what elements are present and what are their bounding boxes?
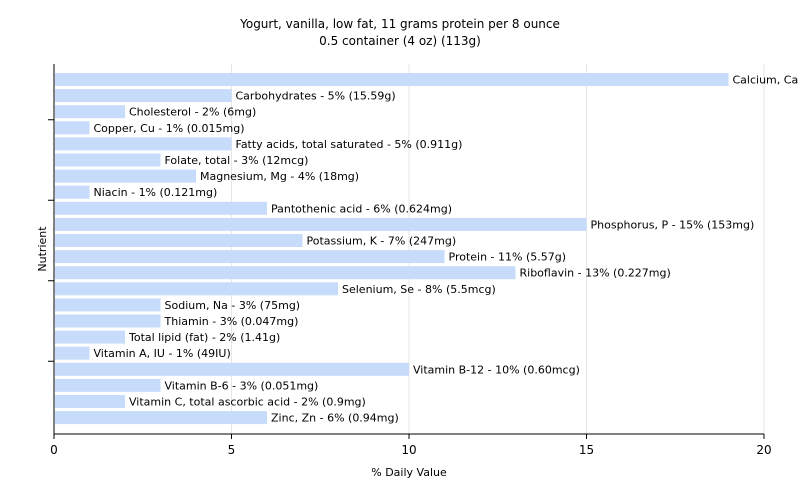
- bar-label: Carbohydrates - 5% (15.59g): [236, 90, 396, 103]
- bar-label: Fatty acids, total saturated - 5% (0.911…: [236, 138, 463, 151]
- x-axis-label: % Daily Value: [371, 466, 447, 479]
- bar-label: Selenium, Se - 8% (5.5mcg): [342, 283, 496, 296]
- x-tick-label: 0: [50, 443, 58, 457]
- bar: [55, 298, 161, 312]
- bar-label: Total lipid (fat) - 2% (1.41g): [128, 331, 280, 344]
- bar-label: Protein - 11% (5.57g): [449, 251, 567, 264]
- bar: [55, 330, 125, 344]
- bar: [55, 250, 445, 264]
- bar-label: Zinc, Zn - 6% (0.94mg): [271, 412, 399, 425]
- bar: [55, 411, 267, 425]
- x-tick-label: 10: [401, 443, 416, 457]
- bar: [55, 234, 303, 247]
- bar: [55, 395, 125, 408]
- x-tick-label: 5: [228, 443, 236, 457]
- bar-label: Vitamin C, total ascorbic acid - 2% (0.9…: [129, 396, 366, 409]
- x-tick-label: 20: [756, 443, 771, 457]
- bar: [55, 153, 161, 167]
- bar-label: Calcium, Ca - 19% (193mg): [733, 74, 800, 87]
- bar-label: Vitamin A, IU - 1% (49IU): [94, 347, 231, 360]
- bar: [55, 121, 90, 135]
- bar: [55, 314, 161, 328]
- bar: [55, 362, 409, 376]
- chart-subtitle: 0.5 container (4 oz) (113g): [319, 34, 481, 48]
- bar: [55, 346, 90, 360]
- bar: [55, 217, 587, 231]
- bar-label: Magnesium, Mg - 4% (18mg): [200, 170, 359, 183]
- bar-label: Cholesterol - 2% (6mg): [129, 106, 256, 119]
- bar-label: Copper, Cu - 1% (0.015mg): [94, 122, 245, 135]
- bar: [55, 282, 338, 296]
- bar-label: Pantothenic acid - 6% (0.624mg): [271, 202, 452, 215]
- bar-label: Sodium, Na - 3% (75mg): [165, 299, 301, 312]
- bar-label: Niacin - 1% (0.121mg): [94, 186, 218, 199]
- bar-label: Riboflavin - 13% (0.227mg): [520, 267, 671, 280]
- bar: [55, 266, 516, 280]
- bar: [55, 378, 161, 392]
- bar-label: Vitamin B-6 - 3% (0.051mg): [165, 379, 319, 392]
- bar: [55, 105, 125, 119]
- bar: [55, 89, 232, 103]
- x-tick-label: 15: [579, 443, 594, 457]
- bar: [55, 185, 90, 199]
- chart-title: Yogurt, vanilla, low fat, 11 grams prote…: [240, 17, 560, 31]
- bar-label: Vitamin B-12 - 10% (0.60mcg): [413, 363, 580, 376]
- bar: [55, 201, 267, 215]
- bar-label: Potassium, K - 7% (247mg): [307, 235, 457, 248]
- bar: [55, 73, 729, 86]
- bar-label: Folate, total - 3% (12mcg): [165, 154, 309, 167]
- bar-label: Phosphorus, P - 15% (153mg): [591, 218, 755, 231]
- bar: [55, 169, 196, 183]
- bar-label: Thiamin - 3% (0.047mg): [164, 315, 299, 328]
- y-axis-label: Nutrient: [36, 226, 49, 272]
- bar: [55, 137, 232, 151]
